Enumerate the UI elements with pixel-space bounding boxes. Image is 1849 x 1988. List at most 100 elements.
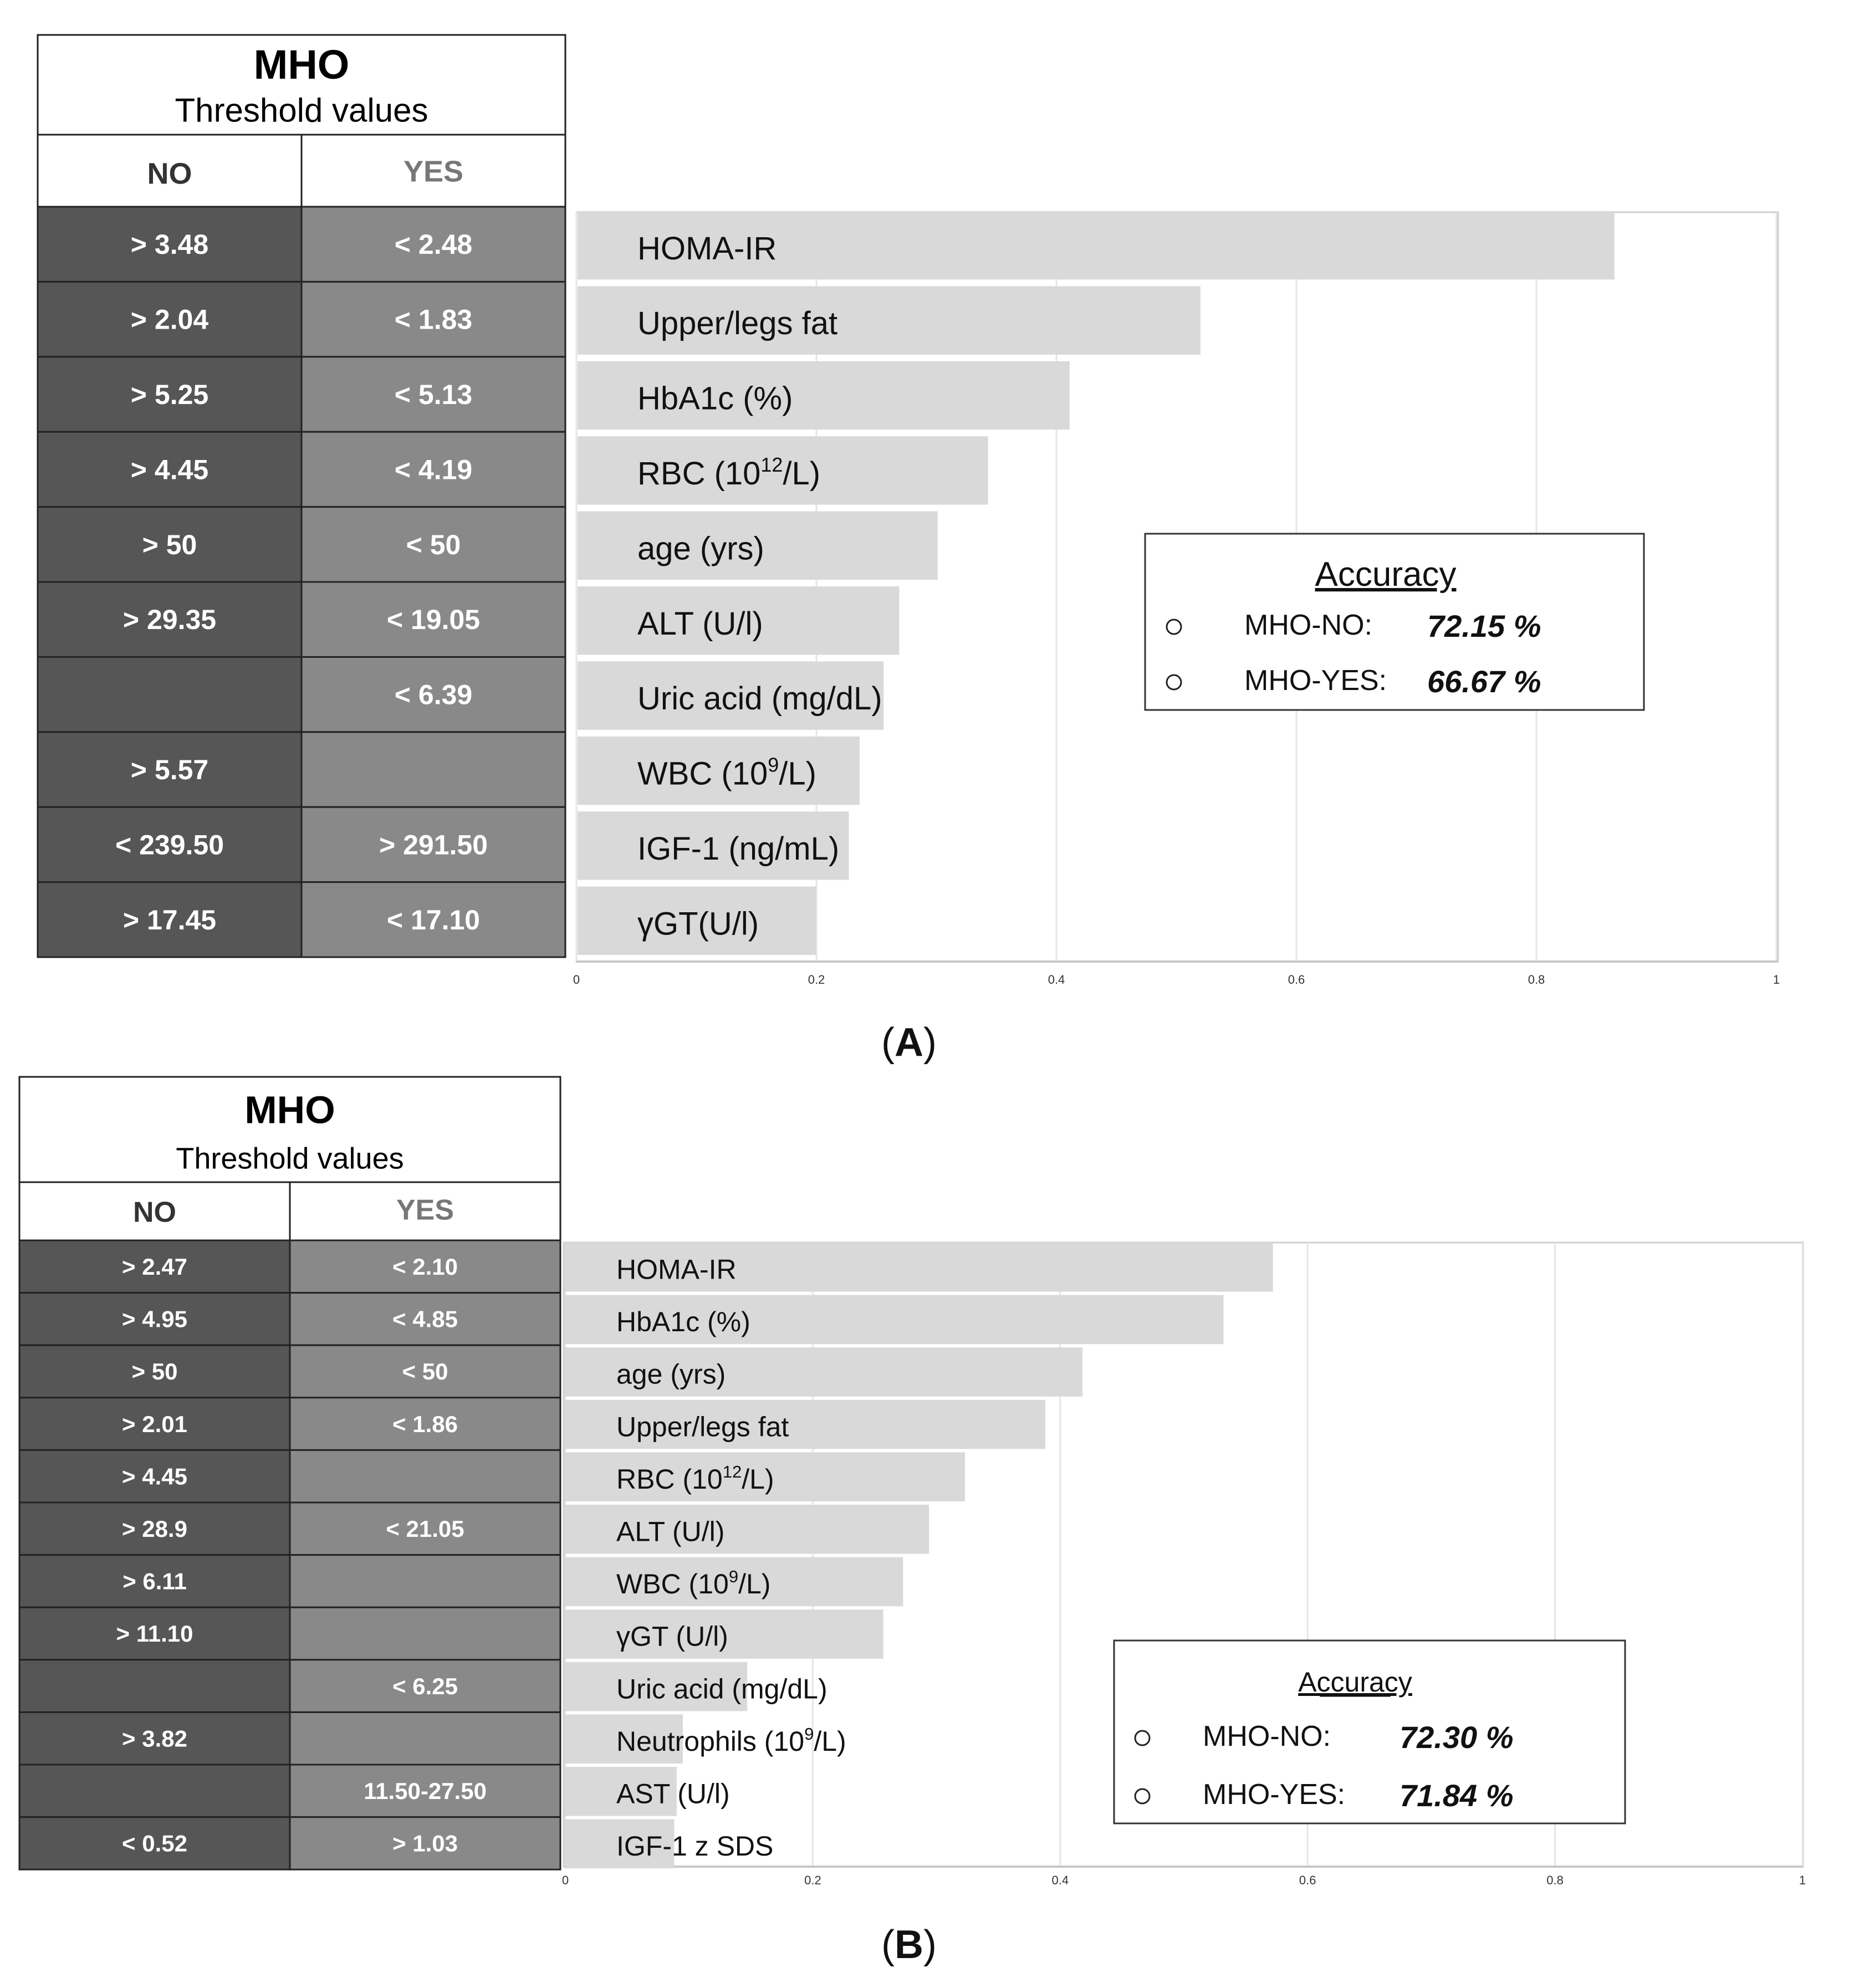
bar-label-suffix: /L) [814,1726,846,1757]
yes-cell [289,1764,561,1818]
no-threshold: > 28.9 [122,1516,187,1542]
bar-label-text: Upper/legs fat [616,1411,789,1442]
bar-label: WBC (109/L) [616,1567,770,1599]
bar-label-text: RBC (10 [637,456,760,492]
panel-label: (B) [881,1923,937,1967]
bar [565,1399,1046,1449]
legend-marker [1134,1730,1151,1746]
no-cell [18,1659,291,1713]
legend-title: Accuracy [1298,1667,1412,1698]
bar-label-text: age (yrs) [637,530,764,566]
no-cell [37,881,303,958]
bar-label-suffix: /L) [738,1568,770,1599]
yes-threshold: < 6.25 [392,1673,458,1699]
bar-label-suffix: /L) [742,1464,774,1495]
bar-label-text: WBC (10 [637,756,768,792]
no-threshold: < 239.50 [115,829,224,860]
yes-threshold: < 2.48 [395,229,472,260]
bar-label: age (yrs) [616,1359,726,1390]
no-threshold: > 4.45 [131,454,208,485]
legend-box [1144,533,1645,711]
no-threshold: > 6.11 [122,1568,187,1595]
yes-threshold: < 1.86 [392,1411,458,1437]
table-title-box [18,1076,561,1183]
no-cell [37,431,303,508]
yes-threshold: > 291.50 [379,829,488,860]
legend-box [1113,1639,1626,1825]
bar [565,1452,965,1501]
yes-threshold: < 1.83 [395,304,472,335]
no-header-cell [18,1181,291,1241]
bar-label: RBC (1012/L) [616,1462,774,1495]
no-cell [18,1292,291,1346]
no-cell [18,1816,291,1871]
legend-item-label: MHO-NO: [1203,1720,1331,1752]
no-threshold: > 2.04 [131,304,209,335]
bar-label-text: γGT (U/l) [616,1621,728,1652]
no-cell [18,1711,291,1766]
bar-label: Uric acid (mg/dL) [637,681,882,717]
bar-label: HOMA-IR [637,231,777,267]
yes-cell [300,206,566,283]
bar [565,1295,1224,1345]
bar-label-text: ALT (U/l) [637,606,763,642]
bar-label-text: IGF-1 z SDS [616,1831,773,1862]
yes-cell [300,731,566,808]
no-threshold: > 50 [132,1358,178,1384]
panel-label-open: ( [881,1923,895,1967]
no-cell [18,1606,291,1661]
no-cell [37,280,303,358]
yes-cell [289,1397,561,1451]
bar-label-text: Uric acid (mg/dL) [637,681,882,717]
panel-label-letter: B [895,1923,923,1967]
legend-marker [1134,1788,1151,1805]
no-cell [18,1501,291,1556]
bar-label: γGT(U/l) [637,906,759,942]
bar-label: Upper/legs fat [616,1411,789,1442]
yes-cell [289,1449,561,1504]
bar-label: RBC (1012/L) [637,453,820,492]
bar-label-text: IGF-1 (ng/mL) [637,831,839,867]
panel-label-open: ( [881,1020,895,1065]
bar [578,661,884,730]
no-threshold: > 4.45 [122,1463,187,1489]
bar [565,1347,1082,1397]
bar-label: γGT (U/l) [616,1621,728,1652]
yes-threshold: < 5.13 [395,379,472,410]
bar [578,361,1070,430]
bar-label-sup: 12 [760,453,783,476]
yes-cell [300,280,566,358]
no-threshold: > 4.95 [122,1306,187,1332]
bar-label: AST (U/l) [616,1779,730,1810]
bar-label-text: age (yrs) [616,1359,726,1390]
legend-item-value: 72.15 % [1427,609,1541,643]
yes-threshold: < 50 [402,1358,448,1384]
no-cell [37,731,303,808]
bar-label-text: HOMA-IR [616,1254,737,1285]
yes-threshold: < 17.10 [387,904,480,936]
bar-label-sup: 9 [768,753,779,776]
bar-label: Uric acid (mg/dL) [616,1673,828,1704]
legend-item-value: 72.30 % [1399,1720,1514,1755]
bar-label-text: WBC (10 [616,1568,729,1599]
bar-label-sup: 12 [723,1462,742,1481]
no-cell [18,1344,291,1399]
bar [578,736,860,805]
yes-threshold: < 6.39 [395,679,472,711]
legend-title: Accuracy [1315,555,1457,594]
yes-header: YES [396,1194,454,1226]
bar [565,1662,748,1711]
panel-a: MHO Threshold values NO YES 0 0.2 0.4 0.6 0.8 1 > … [37,34,1780,1065]
yes-cell [300,881,566,958]
bar-label-text: ALT (U/l) [616,1516,724,1547]
yes-header: YES [403,155,463,188]
no-threshold: > 5.57 [131,754,208,785]
legend-item-label: MHO-NO: [1244,609,1372,641]
yes-cell [289,1554,561,1608]
bar [578,286,1201,355]
bar [578,211,1615,280]
legend-item-value: 66.67 % [1427,664,1541,699]
x-tick-label: 1 [1773,973,1780,987]
